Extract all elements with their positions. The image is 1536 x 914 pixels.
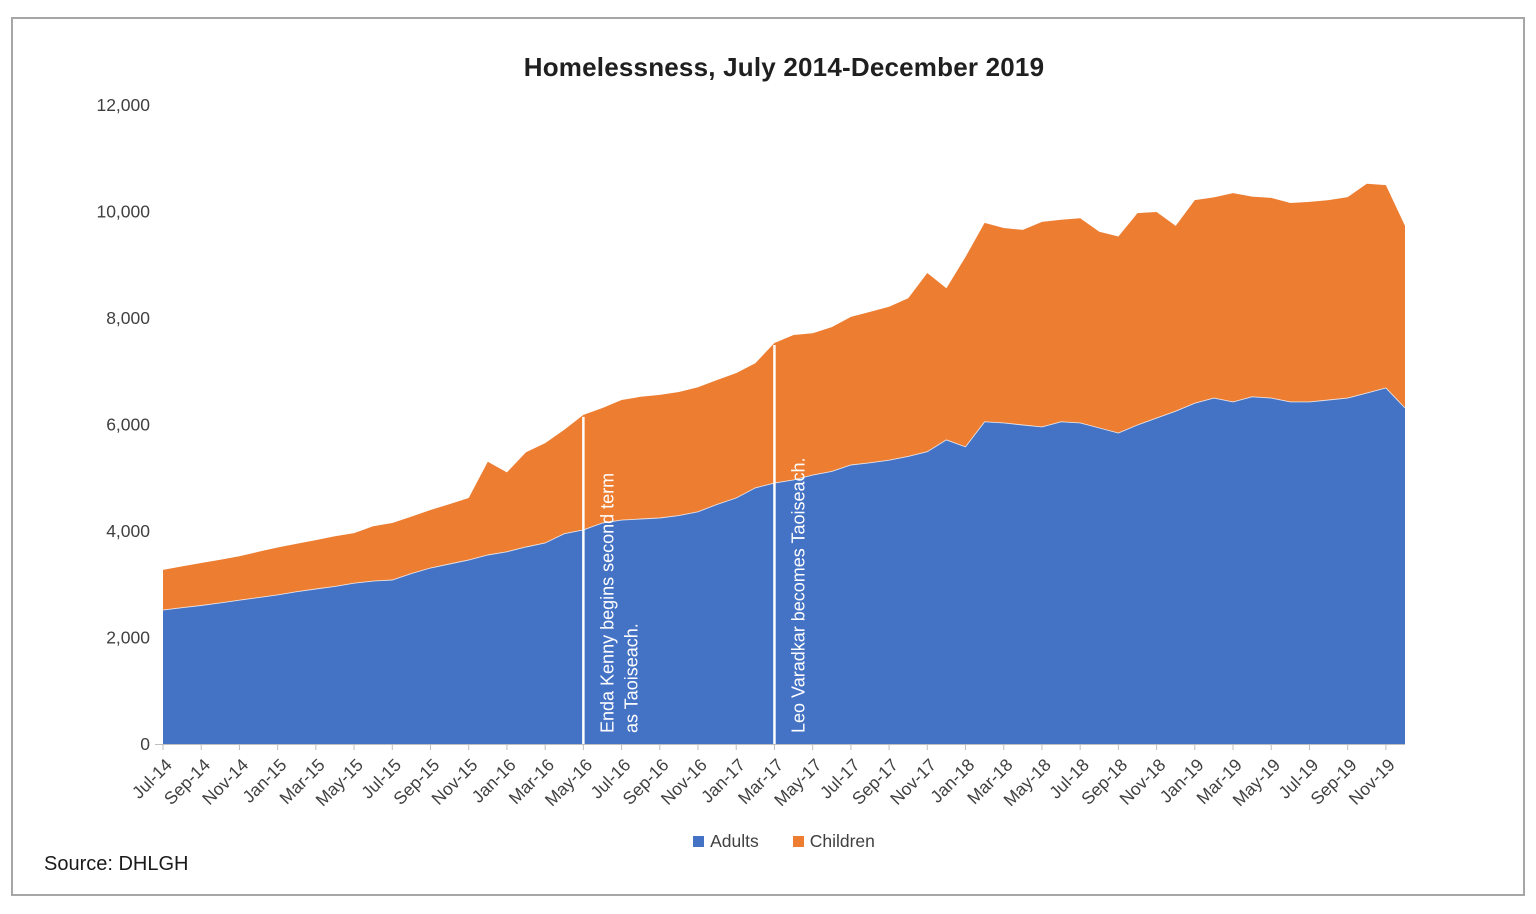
adults-swatch-icon: [693, 836, 705, 847]
legend-item-adults: Adults: [693, 831, 759, 852]
legend-label-adults: Adults: [710, 831, 759, 851]
adults-area: [163, 388, 1405, 744]
y-tick-label: 12,000: [96, 95, 150, 115]
y-tick-label: 4,000: [106, 521, 150, 541]
series-boundary-line: [162, 387, 1406, 611]
annotation-text: Enda Kenny begins second term as Taoiseac…: [597, 473, 641, 733]
legend-item-children: Children: [792, 831, 875, 852]
chart-title: Homelessness, July 2014-December 2019: [523, 52, 1045, 82]
y-tick-label: 0: [140, 734, 150, 754]
y-tick-label: 6,000: [106, 415, 150, 435]
children-area: [163, 183, 1405, 611]
children-swatch-icon: [792, 836, 804, 847]
y-tick-label: 8,000: [106, 308, 150, 328]
annotation-text: Leo Varadkar becomes Taoiseach.: [788, 457, 808, 733]
source-note: Source: DHLGH: [44, 853, 189, 875]
chart-legend: Adults Children: [163, 831, 1405, 852]
legend-label-children: Children: [809, 831, 875, 851]
y-tick-label: 10,000: [96, 202, 150, 222]
y-tick-label: 2,000: [106, 628, 150, 648]
